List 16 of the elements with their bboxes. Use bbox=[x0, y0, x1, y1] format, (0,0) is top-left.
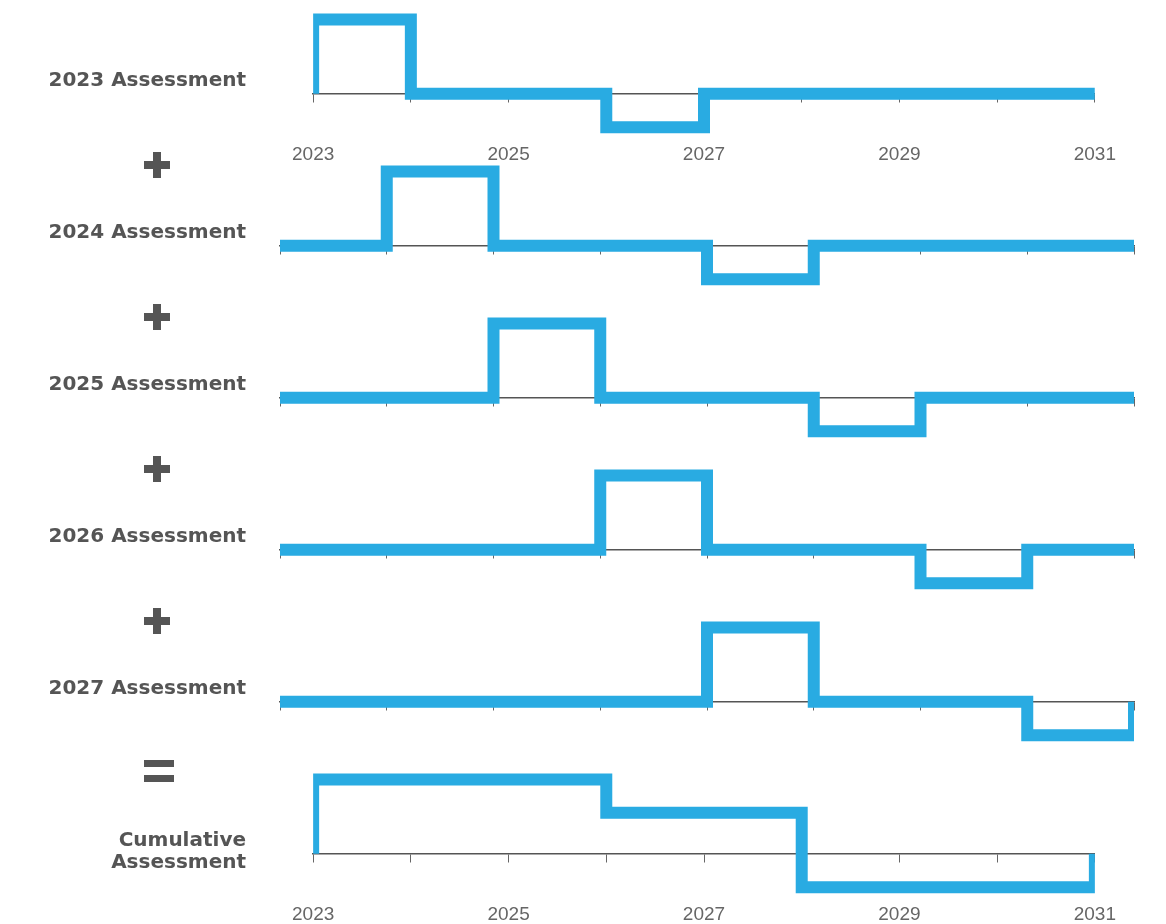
y-axis-title: 2026 Assessment bbox=[47, 522, 246, 547]
x-tick-label: 2031 bbox=[1073, 143, 1117, 165]
x-tick-label: 2029 bbox=[878, 143, 921, 165]
x-tick-label: 2027 bbox=[682, 903, 726, 924]
x-tick-label: 2023 bbox=[291, 143, 335, 165]
y-axis-title: 2024 Assessment bbox=[47, 218, 246, 243]
x-tick-label: 2023 bbox=[291, 903, 335, 924]
x-tick-label: 2027 bbox=[682, 143, 726, 165]
x-tick-label: 2025 bbox=[487, 143, 530, 165]
x-tick-label: 2025 bbox=[487, 903, 530, 924]
y-axis-title: 2023 Assessment bbox=[47, 66, 246, 91]
x-tick-label: 2031 bbox=[1073, 903, 1117, 924]
y-axis-title: Cumulative Assessment bbox=[110, 826, 246, 873]
x-tick-label: 2029 bbox=[878, 903, 921, 924]
y-axis-title: 2025 Assessment bbox=[47, 370, 246, 395]
y-axis-title: 2027 Assessment bbox=[47, 674, 246, 699]
